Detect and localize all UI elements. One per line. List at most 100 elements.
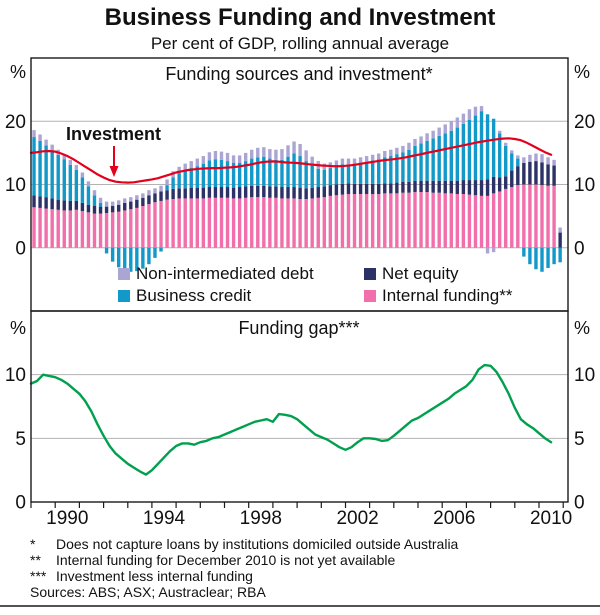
bar-segment-pink bbox=[56, 209, 60, 248]
bar-segment-navy bbox=[389, 183, 393, 194]
bar-segment-purple bbox=[491, 247, 496, 253]
bar-segment-navy bbox=[546, 164, 550, 186]
legend-label-non-intermediated-debt: Non-intermediated debt bbox=[136, 264, 314, 283]
bar-segment-navy bbox=[268, 186, 272, 198]
bar-segment-teal bbox=[298, 156, 302, 188]
bar-segment-navy bbox=[395, 182, 399, 194]
bar-segment-teal bbox=[413, 145, 417, 181]
bar-segment-teal bbox=[292, 153, 296, 188]
bar-segment-navy bbox=[491, 176, 496, 194]
bar-segment-teal bbox=[552, 247, 556, 265]
bar-segment-navy bbox=[159, 191, 163, 201]
bar-segment-navy bbox=[116, 204, 121, 212]
bar-segment-purple bbox=[528, 154, 532, 162]
bar-segment-purple bbox=[159, 185, 163, 192]
bar-segment-teal bbox=[98, 202, 103, 207]
bar-segment-teal bbox=[383, 157, 387, 184]
bar-segment-pink bbox=[231, 198, 236, 248]
top-tick-label-right-10: 10 bbox=[574, 175, 595, 196]
top-tick-label-left-0: 0 bbox=[15, 238, 26, 259]
bar-segment-navy bbox=[437, 180, 441, 193]
bar-segment-pink bbox=[546, 185, 550, 248]
legend-swatch-net-equity bbox=[364, 268, 376, 280]
bar-segment-navy bbox=[413, 180, 417, 193]
x-tick-label-2006: 2006 bbox=[433, 508, 475, 529]
bar-segment-purple bbox=[153, 188, 157, 194]
bar-segment-teal bbox=[479, 111, 484, 181]
bar-segment-purple bbox=[50, 144, 54, 151]
bar-segment-navy bbox=[80, 202, 85, 212]
bar-segment-navy bbox=[262, 185, 266, 198]
bar-segment-pink bbox=[461, 193, 466, 248]
bar-segment-navy bbox=[425, 180, 429, 193]
bar-segment-navy bbox=[50, 198, 54, 210]
bar-segment-teal bbox=[377, 159, 381, 184]
bar-segment-pink bbox=[407, 192, 411, 248]
page-subtitle: Per cent of GDP, rolling annual average bbox=[151, 34, 449, 53]
bar-segment-teal bbox=[280, 159, 284, 188]
bar-segment-purple bbox=[68, 159, 73, 165]
bar-segment-pink bbox=[334, 195, 339, 248]
top-tick-label-right-0: 0 bbox=[574, 238, 585, 259]
bar-segment-teal bbox=[497, 133, 502, 178]
bar-segment-teal bbox=[328, 168, 333, 186]
bar-segment-navy bbox=[485, 179, 490, 196]
footnote-2-marker: ** bbox=[30, 552, 41, 568]
bar-segment-pink bbox=[383, 193, 387, 248]
bar-segment-navy bbox=[304, 188, 308, 200]
bar-segment-navy bbox=[231, 187, 236, 199]
bar-segment-pink bbox=[171, 199, 175, 248]
bar-segment-purple bbox=[497, 130, 502, 134]
bar-segment-teal bbox=[32, 137, 36, 196]
bar-segment-pink bbox=[213, 197, 218, 248]
bar-segment-pink bbox=[522, 184, 526, 248]
bar-segment-teal bbox=[189, 168, 193, 188]
top-panel-title: Funding sources and investment* bbox=[165, 64, 432, 84]
bottom-panel-title: Funding gap*** bbox=[238, 318, 359, 338]
bottom-tick-label-right-10: 10 bbox=[574, 365, 595, 386]
bar-segment-teal bbox=[431, 138, 435, 181]
bar-segment-purple bbox=[401, 145, 405, 153]
bar-segment-navy bbox=[110, 206, 115, 213]
bar-segment-pink bbox=[80, 211, 85, 248]
x-tick-label-1990: 1990 bbox=[46, 508, 88, 529]
bar-segment-teal bbox=[346, 164, 351, 184]
bar-segment-navy bbox=[298, 187, 302, 200]
bar-segment-purple bbox=[552, 159, 556, 166]
bar-segment-purple bbox=[44, 139, 48, 146]
bar-segment-purple bbox=[485, 247, 490, 254]
bar-segment-pink bbox=[165, 199, 169, 248]
bar-segment-teal bbox=[110, 247, 115, 262]
bar-segment-teal bbox=[310, 165, 314, 188]
bar-segment-teal bbox=[558, 247, 562, 263]
bar-segment-teal bbox=[546, 247, 550, 268]
bottom-tick-label-left-5: 5 bbox=[15, 429, 26, 450]
bar-segment-teal bbox=[316, 168, 320, 188]
bar-segment-teal bbox=[449, 130, 453, 181]
bar-segment-purple bbox=[74, 164, 79, 170]
bar-segment-teal bbox=[358, 163, 363, 184]
bar-segment-teal bbox=[262, 156, 266, 186]
bar-segment-navy bbox=[358, 183, 363, 194]
bar-segment-teal bbox=[123, 247, 127, 271]
bar-segment-pink bbox=[74, 209, 79, 248]
footnote-1-text: Does not capture loans by institutions d… bbox=[56, 536, 459, 552]
bar-segment-teal bbox=[68, 164, 73, 201]
bar-segment-pink bbox=[443, 193, 447, 248]
bar-segment-purple bbox=[286, 145, 290, 157]
bar-segment-teal bbox=[419, 143, 423, 181]
bar-segment-navy bbox=[129, 201, 133, 210]
bar-segment-navy bbox=[522, 163, 526, 185]
bar-segment-purple bbox=[334, 160, 339, 167]
bar-segment-teal bbox=[250, 158, 254, 186]
bar-segment-teal bbox=[540, 247, 544, 272]
bar-segment-pink bbox=[491, 193, 496, 248]
bar-segment-navy bbox=[147, 195, 151, 205]
bar-segment-navy bbox=[431, 180, 435, 193]
bar-segment-pink bbox=[92, 213, 97, 248]
bar-segment-navy bbox=[32, 195, 36, 208]
bottom-tick-label-left-10: 10 bbox=[5, 365, 26, 386]
page-title: Business Funding and Investment bbox=[105, 4, 496, 31]
bar-segment-navy bbox=[340, 183, 345, 195]
